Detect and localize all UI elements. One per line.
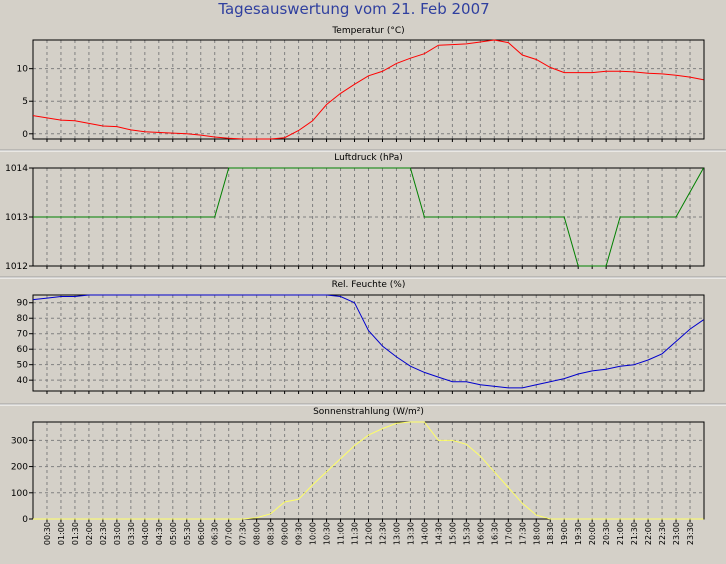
y-tick-label: 100: [11, 489, 28, 499]
temperature-series-line: [33, 39, 704, 140]
y-tick-label: 10: [17, 65, 29, 75]
x-tick-label: 06:00: [197, 522, 206, 545]
x-tick-label: 10:00: [309, 522, 318, 545]
x-axis-labels: 00:30 01:00 01:30 02:00 02:30 03:00 03:30 04:00…: [43, 522, 695, 545]
x-tick-label: 09:00: [281, 522, 290, 545]
y-tick-label: 0: [22, 515, 28, 525]
y-tick-label: 80: [17, 314, 29, 324]
pressure-series-line: [33, 167, 704, 267]
y-tick-label: 50: [17, 361, 29, 371]
x-tick-label: 13:30: [406, 522, 415, 545]
radiation-chart: Sonnenstrahlung (W/m²) 0 100 200 300: [11, 407, 705, 525]
x-tick-label: 03:00: [113, 522, 122, 545]
x-tick-label: 11:30: [351, 522, 360, 545]
radiation-series-line: [33, 421, 704, 520]
x-tick-label: 09:30: [295, 522, 304, 545]
x-tick-label: 02:30: [99, 522, 108, 545]
y-tick-label: 300: [11, 436, 28, 446]
x-tick-label: 12:00: [365, 522, 374, 545]
pressure-chart: Luftdruck (hPa) 1012 1013 1014: [5, 153, 705, 272]
x-tick-label: 08:00: [253, 522, 262, 545]
x-tick-label: 19:30: [574, 522, 583, 545]
temperature-title: Temperatur (°C): [331, 26, 404, 36]
x-tick-label: 13:00: [393, 522, 402, 545]
humidity-title: Rel. Feuchte (%): [332, 280, 406, 290]
radiation-title: Sonnenstrahlung (W/m²): [313, 407, 424, 417]
x-tick-label: 08:30: [267, 522, 276, 545]
x-tick-label: 12:30: [379, 522, 388, 545]
humidity-series-line: [33, 294, 704, 389]
x-tick-label: 17:30: [518, 522, 527, 545]
y-tick-label: 70: [17, 330, 29, 340]
page-title: Tagesauswertung vom 21. Feb 2007: [218, 0, 490, 18]
pressure-title: Luftdruck (hPa): [334, 153, 403, 163]
x-tick-label: 10:30: [323, 522, 332, 545]
x-tick-label: 01:30: [71, 522, 80, 545]
y-tick-label: 40: [17, 376, 29, 386]
x-tick-label: 04:00: [141, 522, 150, 545]
x-tick-label: 03:30: [127, 522, 136, 545]
x-tick-label: 01:00: [57, 522, 66, 545]
temperature-chart: Temperatur (°C) 0 5 10: [17, 26, 705, 142]
y-tick-label: 1012: [5, 262, 28, 272]
x-tick-label: 20:00: [588, 522, 597, 545]
x-tick-label: 14:30: [434, 522, 443, 545]
x-tick-label: 14:00: [420, 522, 429, 545]
x-tick-label: 06:30: [211, 522, 220, 545]
x-tick-label: 16:00: [476, 522, 485, 545]
x-tick-label: 22:00: [644, 522, 653, 545]
x-tick-label: 18:30: [546, 522, 555, 545]
x-tick-label: 05:00: [169, 522, 178, 545]
x-tick-label: 02:00: [85, 522, 94, 545]
x-tick-label: 19:00: [560, 522, 569, 545]
y-tick-label: 0: [22, 130, 28, 140]
x-tick-label: 17:00: [504, 522, 513, 545]
y-tick-label: 90: [17, 299, 29, 309]
humidity-chart: Rel. Feuchte (%) 40 50 60 70 80 90: [17, 280, 705, 394]
x-tick-label: 22:30: [658, 522, 667, 545]
x-tick-label: 05:30: [183, 522, 192, 545]
x-tick-label: 18:00: [532, 522, 541, 545]
y-tick-label: 1014: [5, 164, 28, 174]
x-tick-label: 00:30: [43, 522, 52, 545]
y-tick-label: 60: [17, 345, 29, 355]
x-tick-label: 15:00: [448, 522, 457, 545]
x-tick-label: 04:30: [155, 522, 164, 545]
x-tick-label: 23:30: [686, 522, 695, 545]
x-tick-label: 21:30: [630, 522, 639, 545]
x-tick-label: 07:30: [239, 522, 248, 545]
x-tick-label: 16:30: [490, 522, 499, 545]
y-tick-label: 5: [22, 97, 28, 107]
x-tick-label: 23:00: [672, 522, 681, 545]
x-tick-label: 21:00: [616, 522, 625, 545]
y-tick-label: 1013: [5, 213, 28, 223]
x-tick-label: 20:30: [602, 522, 611, 545]
x-tick-label: 11:00: [337, 522, 346, 545]
y-tick-label: 200: [11, 463, 28, 473]
x-tick-label: 15:30: [462, 522, 471, 545]
x-tick-label: 07:00: [225, 522, 234, 545]
